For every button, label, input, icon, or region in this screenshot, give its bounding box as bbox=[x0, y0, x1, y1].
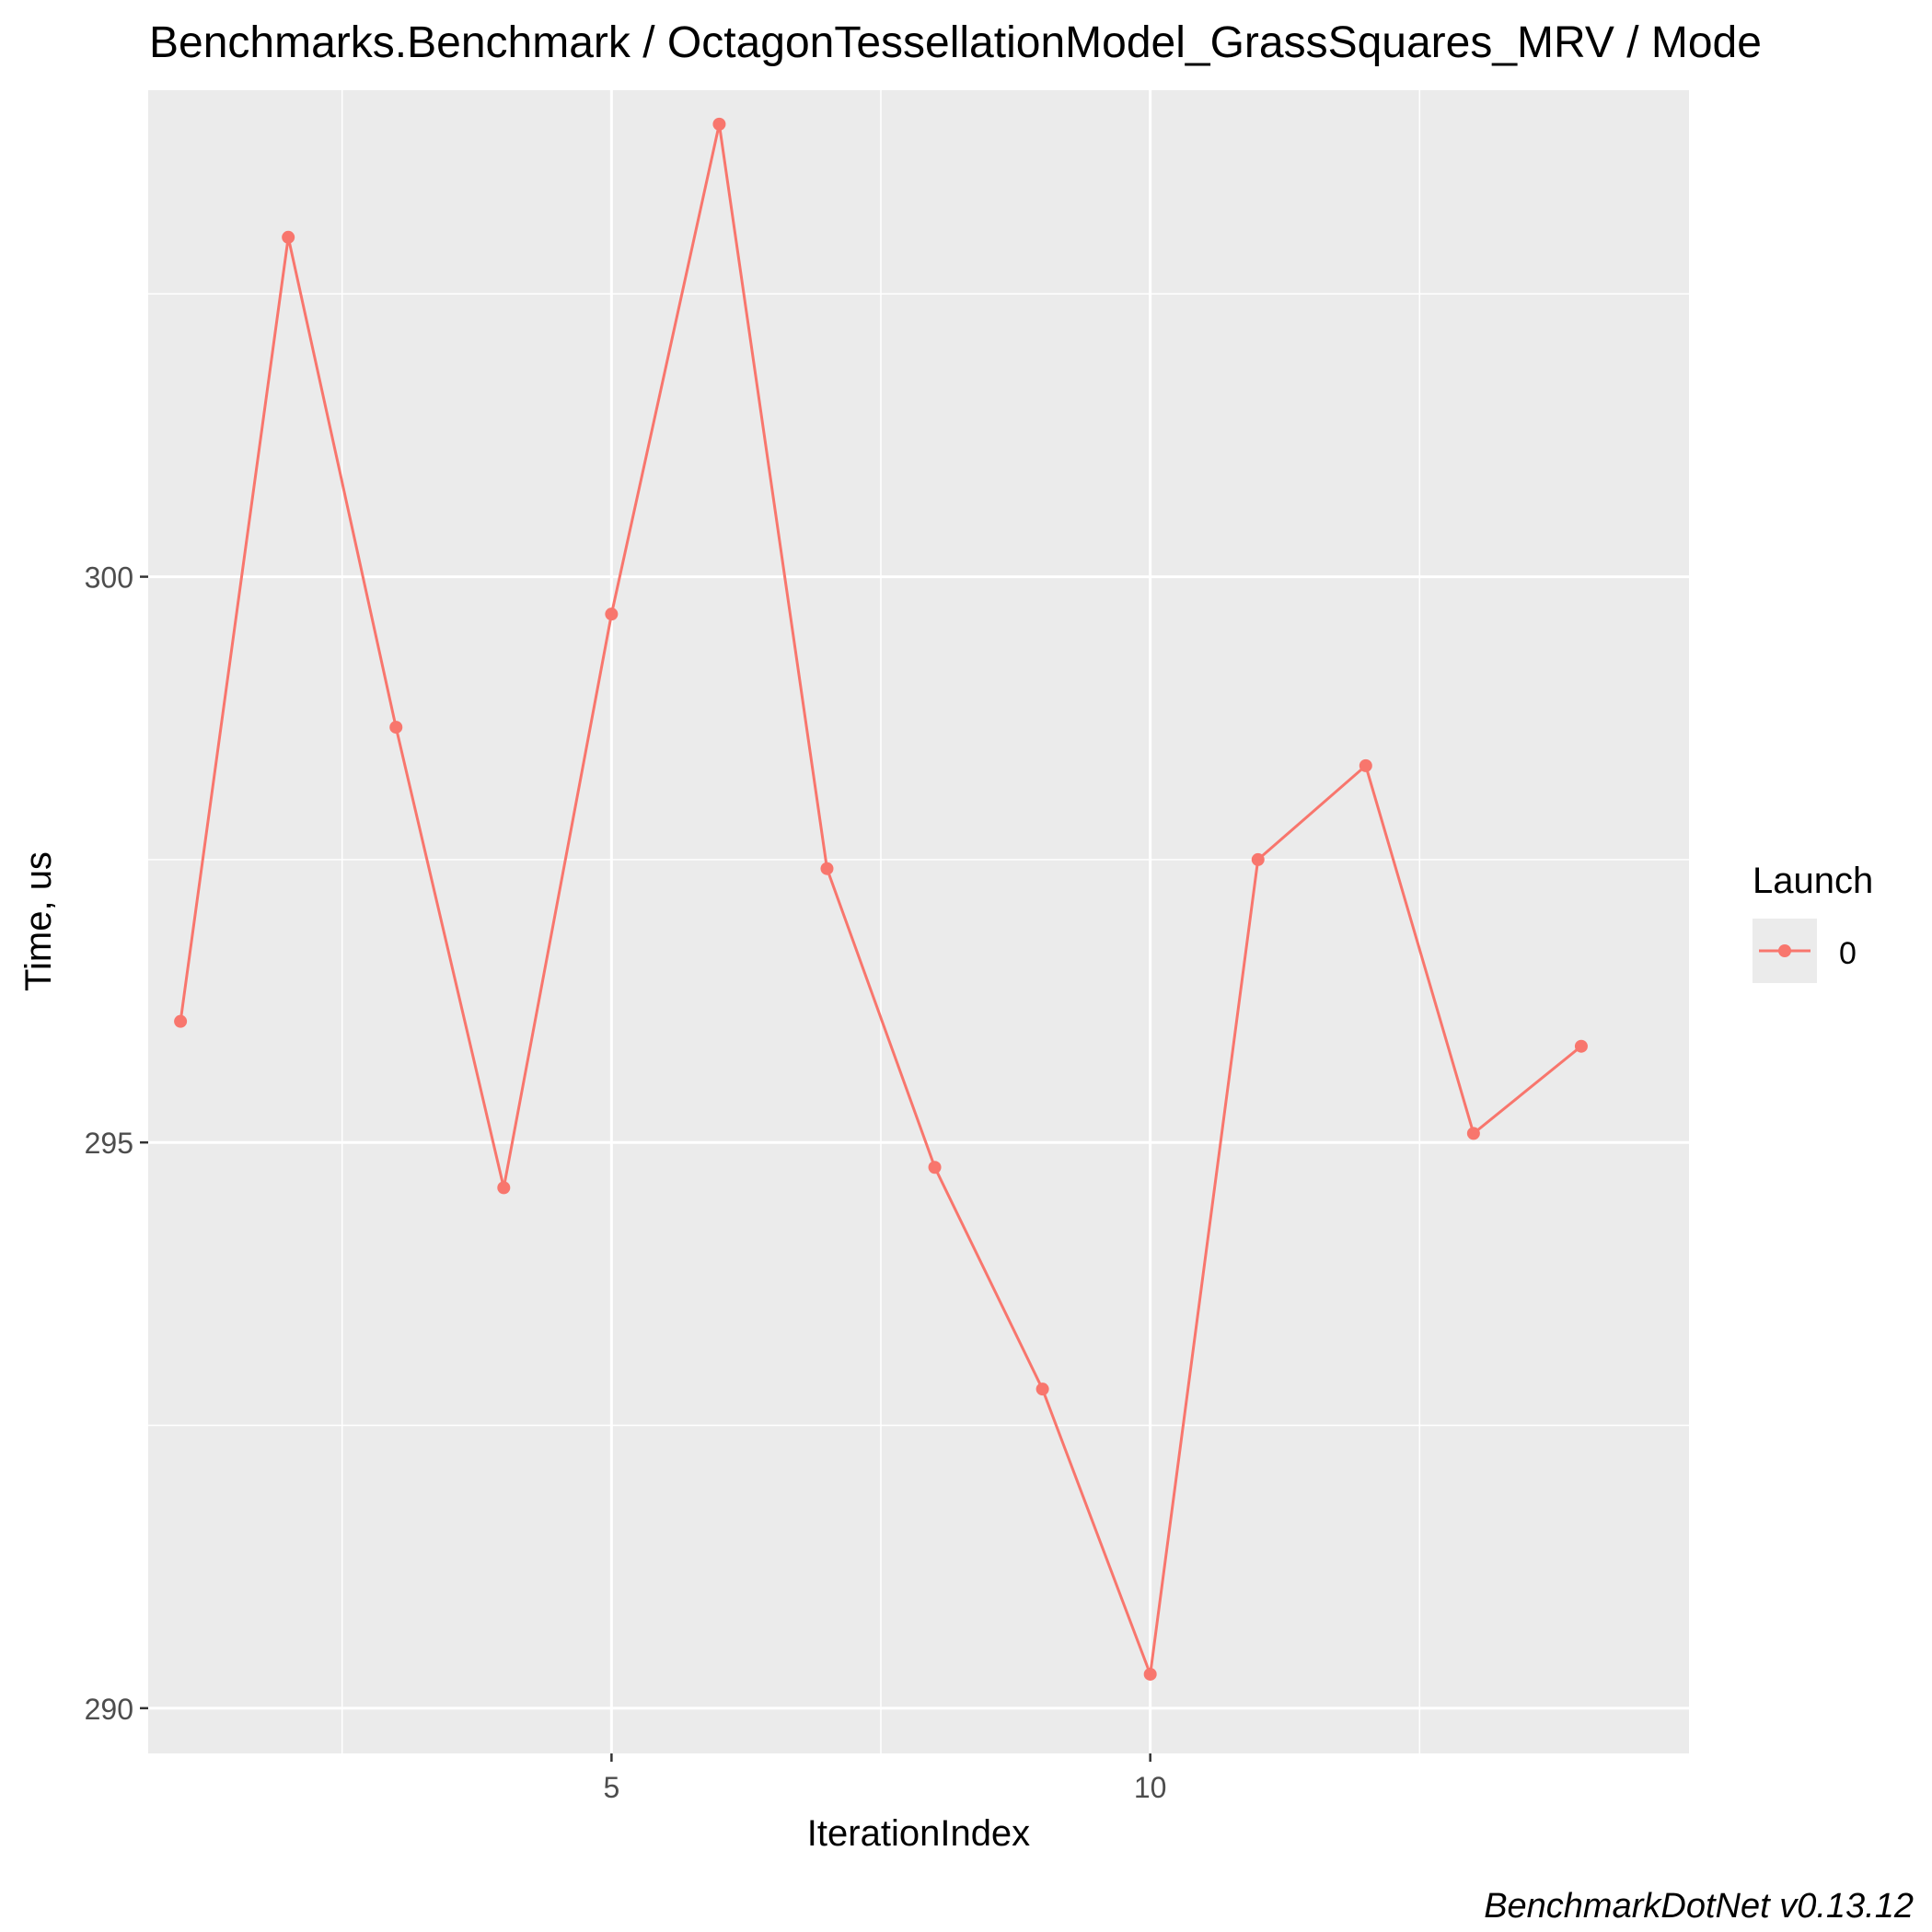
data-point bbox=[1359, 758, 1372, 772]
chart-title: Benchmarks.Benchmark / OctagonTessellati… bbox=[149, 18, 1762, 67]
data-point bbox=[174, 1014, 188, 1028]
y-tick-label: 300 bbox=[85, 561, 133, 595]
data-point bbox=[928, 1161, 942, 1174]
legend-title: Launch bbox=[1753, 861, 1873, 901]
y-axis-label: Time, us bbox=[18, 851, 59, 991]
x-tick-label: 5 bbox=[603, 1771, 619, 1804]
x-axis-label: IterationIndex bbox=[807, 1813, 1030, 1854]
x-tick-label: 10 bbox=[1134, 1771, 1167, 1804]
data-point bbox=[282, 230, 295, 244]
legend-key-marker bbox=[1778, 944, 1791, 957]
data-point bbox=[820, 862, 834, 875]
caption: BenchmarkDotNet v0.13.12 bbox=[1484, 1887, 1914, 1926]
series-line bbox=[179, 123, 1582, 1675]
data-point bbox=[712, 117, 726, 131]
series-group bbox=[174, 117, 1588, 1681]
grid-minor bbox=[148, 90, 1689, 1753]
data-point bbox=[497, 1181, 511, 1195]
data-point bbox=[1466, 1127, 1480, 1140]
legend-item-label: 0 bbox=[1839, 936, 1857, 971]
y-tick-label: 295 bbox=[85, 1127, 133, 1160]
plot-panel bbox=[148, 90, 1689, 1753]
data-point bbox=[1143, 1667, 1157, 1681]
x-axis: 5 10 bbox=[603, 1753, 1166, 1804]
data-point bbox=[1574, 1039, 1588, 1053]
data-point bbox=[1035, 1382, 1049, 1396]
data-point bbox=[389, 721, 403, 735]
legend: Launch 0 bbox=[1753, 861, 1873, 983]
y-tick-label: 290 bbox=[85, 1693, 133, 1726]
data-point bbox=[1251, 852, 1265, 866]
data-point bbox=[605, 607, 619, 621]
y-axis: 290 295 300 bbox=[85, 561, 148, 1726]
grid-major bbox=[148, 90, 1689, 1753]
